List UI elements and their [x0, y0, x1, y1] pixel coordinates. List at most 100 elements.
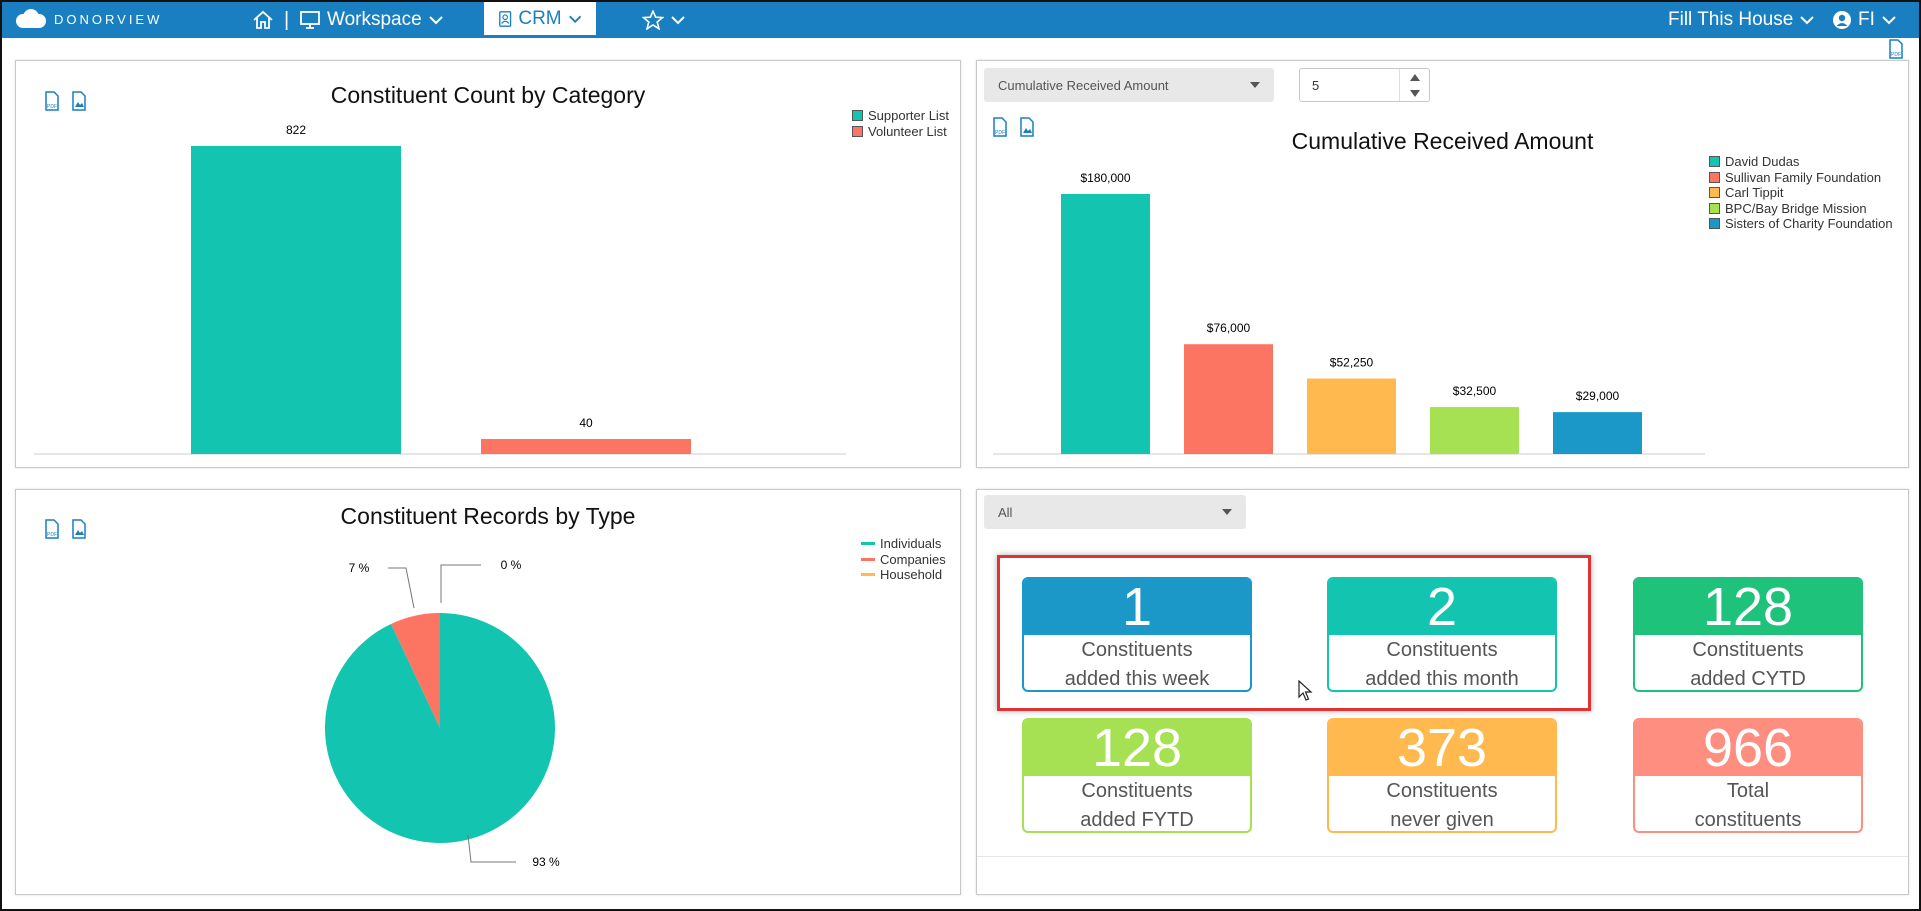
period-filter-select[interactable]: All [984, 495, 1246, 529]
legend-swatch [1709, 218, 1720, 230]
legend-swatch [861, 573, 875, 577]
callout-line [467, 834, 516, 863]
legend-item[interactable]: BPC/Bay Bridge Mission [1709, 201, 1893, 217]
legend-item[interactable]: Household [861, 567, 946, 583]
slice-label: 93 % [532, 855, 560, 869]
data-label: $32,500 [1453, 384, 1497, 398]
home-icon [253, 10, 273, 29]
legend-swatch [1709, 187, 1720, 199]
data-label: $52,250 [1330, 356, 1374, 370]
nav-separator: | [284, 8, 290, 31]
legend-item-supporter[interactable]: Supporter List [852, 108, 949, 124]
period-filter-value: All [998, 504, 1013, 520]
bar-chart: $180,000 $76,000 $52,250 $32,500 $29,000 [993, 171, 1705, 455]
legend-swatch [1709, 171, 1720, 183]
bar[interactable] [1553, 412, 1642, 454]
pie-slice[interactable] [324, 613, 555, 843]
crm-menu[interactable]: CRM [484, 2, 596, 38]
image-export-icon[interactable] [71, 91, 87, 111]
workspace-label: Workspace [327, 9, 422, 30]
bar[interactable] [1184, 344, 1273, 454]
metric-select-value: Cumulative Received Amount [998, 77, 1169, 93]
bar[interactable] [1307, 378, 1396, 454]
chart-legend: Individuals Companies Household [861, 536, 946, 583]
metric-select[interactable]: Cumulative Received Amount [984, 68, 1274, 102]
workspace-menu[interactable]: Workspace [299, 2, 444, 38]
pdf-export-icon[interactable]: PDF [43, 519, 61, 539]
constituent-count-panel: PDF Constituent Count by Category Suppor… [15, 60, 961, 468]
legend-item[interactable]: Individuals [861, 536, 946, 552]
svg-text:PDF: PDF [995, 130, 1005, 136]
pie-chart: 93 % 7 % 0 % [324, 558, 560, 869]
stat-tile-total[interactable]: 966 Total constituents [1633, 718, 1863, 833]
stat-tile-never-given[interactable]: 373 Constituents never given [1327, 718, 1557, 833]
stat-tile-cytd[interactable]: 128 Constituents added CYTD [1633, 577, 1863, 692]
crm-label: CRM [518, 7, 562, 29]
pdf-export-icon[interactable]: PDF [991, 117, 1009, 137]
chevron-down-icon [1882, 16, 1896, 25]
pdf-export-icon[interactable]: PDF [1887, 39, 1905, 59]
chart-title: Constituent Records by Type [340, 503, 636, 529]
legend-label: Sisters of Charity Foundation [1725, 216, 1893, 231]
slice-label: 0 % [501, 558, 522, 572]
legend-label: Volunteer List [868, 123, 947, 139]
stat-tile-month[interactable]: 2 Constituents added this month [1327, 577, 1557, 692]
stat-label-line: constituents [1694, 809, 1802, 831]
legend-label: BPC/Bay Bridge Mission [1725, 200, 1867, 216]
chevron-down-icon [1800, 16, 1815, 25]
contact-card-icon [499, 10, 512, 27]
decrement-arrow-icon[interactable] [1409, 89, 1420, 97]
bar[interactable] [1430, 407, 1519, 454]
pdf-export-icon[interactable]: PDF [43, 91, 61, 111]
organization-menu[interactable]: Fill This House [1668, 2, 1815, 38]
records-by-type-panel: PDF Constituent Records by Type Individu… [15, 489, 961, 895]
bar[interactable] [191, 146, 401, 454]
stat-tile-fytd[interactable]: 128 Constituents added FYTD [1022, 718, 1252, 833]
top-nav: DONORVIEW | Workspace CRM [2, 2, 1919, 38]
bar[interactable] [1061, 194, 1150, 454]
data-label: $29,000 [1576, 389, 1620, 403]
stat-tile-week[interactable]: 1 Constituents added this week [1022, 577, 1252, 692]
data-label: 40 [579, 416, 593, 430]
legend-item[interactable]: Companies [861, 552, 946, 568]
image-export-icon[interactable] [1019, 117, 1035, 137]
favorites-menu[interactable] [642, 2, 686, 38]
legend-item[interactable]: Sisters of Charity Foundation [1709, 216, 1893, 232]
user-circle-icon [1833, 11, 1851, 29]
stat-label-line: added this week [1064, 668, 1210, 690]
stat-label-line: added FYTD [1080, 809, 1194, 831]
mouse-cursor-icon [1298, 680, 1313, 701]
legend-label: Companies [880, 551, 946, 567]
legend-item[interactable]: David Dudas [1709, 154, 1893, 170]
chart-title: Cumulative Received Amount [1291, 128, 1594, 154]
legend-swatch [861, 557, 875, 561]
slice-label: 7 % [349, 561, 370, 575]
legend-swatch [861, 542, 875, 546]
chevron-down-icon [671, 16, 685, 25]
cloud-logo-icon [16, 9, 46, 28]
bar[interactable] [481, 439, 691, 454]
legend-item[interactable]: Sullivan Family Foundation [1709, 170, 1893, 186]
image-export-icon[interactable] [71, 519, 87, 539]
monitor-icon [300, 11, 320, 29]
organization-name: Fill This House [1668, 9, 1794, 30]
svg-text:PDF: PDF [47, 532, 57, 538]
increment-arrow-icon[interactable] [1409, 73, 1420, 81]
stepper-value: 5 [1312, 77, 1320, 93]
pie-slice[interactable] [391, 613, 440, 728]
legend-label: Sullivan Family Foundation [1725, 169, 1882, 185]
user-menu[interactable]: FI [1832, 2, 1897, 38]
legend-item-volunteer[interactable]: Volunteer List [852, 124, 949, 140]
top-count-stepper[interactable]: 5 [1299, 68, 1430, 102]
brand-logo[interactable]: DONORVIEW [14, 8, 162, 30]
home-button[interactable]: | [252, 2, 293, 38]
callout-line [440, 564, 481, 603]
legend-swatch [1709, 156, 1720, 168]
stat-label-line: Constituents [1692, 639, 1804, 661]
legend-item[interactable]: Carl Tippit [1709, 185, 1893, 201]
stat-label: Constituents never given [1329, 776, 1555, 831]
chart-legend: David Dudas Sullivan Family Foundation C… [1709, 154, 1893, 232]
stat-number: 2 [1329, 579, 1555, 635]
legend-label: Individuals [880, 536, 942, 551]
